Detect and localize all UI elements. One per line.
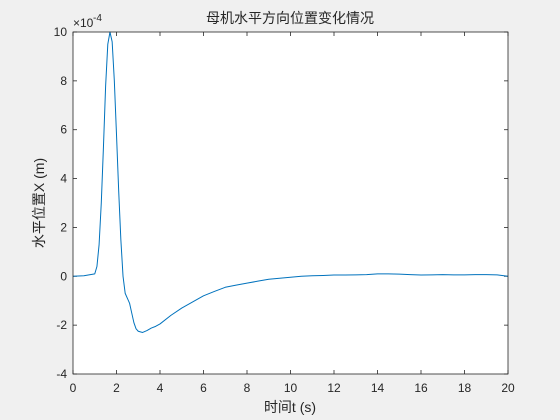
series-layer <box>72 31 509 333</box>
plot-area <box>73 32 508 374</box>
x-tick-label: 4 <box>157 381 164 395</box>
y-tick-label: 2 <box>60 220 67 234</box>
series-line-0 <box>72 31 509 333</box>
y-exponent-base: ×10 <box>73 16 94 30</box>
x-tick-label: 0 <box>70 381 77 395</box>
x-tick-label: 6 <box>200 381 207 395</box>
x-tick-label: 12 <box>327 381 341 395</box>
y-tick-label: 0 <box>60 269 67 283</box>
x-tick-label: 20 <box>501 381 515 395</box>
x-tick-label: 10 <box>284 381 298 395</box>
y-tick-label: 6 <box>60 123 67 137</box>
x-tick-label: 8 <box>244 381 251 395</box>
chart-title: 母机水平方向位置变化情况 <box>206 10 374 26</box>
y-exponent-power: -4 <box>93 13 102 24</box>
plot-frame <box>72 31 509 375</box>
x-axis-label: 时间t (s) <box>264 399 316 415</box>
x-tick-label: 18 <box>458 381 472 395</box>
y-tick-label: 4 <box>60 172 67 186</box>
y-axis-label: 水平位置X (m) <box>31 158 47 248</box>
y-tick-label: -4 <box>56 367 67 381</box>
x-tick-label: 2 <box>113 381 120 395</box>
y-tick-label: 10 <box>54 25 68 39</box>
ticks: 0 2 4 6 8 10 12 14 16 18 20 -4 -2 0 2 4 6 8 10 <box>54 25 515 395</box>
x-tick-label: 16 <box>414 381 428 395</box>
y-tick-label: 8 <box>60 74 67 88</box>
y-tick-label: -2 <box>56 318 67 332</box>
x-tick-label: 14 <box>371 381 385 395</box>
